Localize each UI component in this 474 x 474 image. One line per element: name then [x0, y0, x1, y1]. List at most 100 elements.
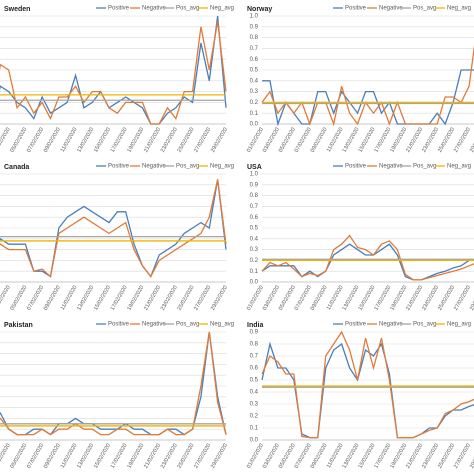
x-tick-label: 07/02/2020: [26, 443, 45, 470]
x-tick-label: 21/02/2020: [143, 285, 162, 312]
x-tick-label: 07/02/2020: [26, 285, 45, 312]
x-tick-label: 23/02/2020: [160, 285, 179, 312]
legend-label: Pos_avg: [176, 322, 199, 328]
y-tick-label: 0.1: [250, 111, 259, 117]
legend-label: Negative: [142, 164, 166, 170]
y-tick-label: 0.1: [250, 426, 259, 432]
x-tick-label: 11/02/2020: [60, 285, 79, 311]
y-tick-label: 0.6: [250, 57, 259, 63]
legend-label: Negative: [379, 164, 403, 170]
x-tick-label: 05/02/2020: [9, 443, 28, 470]
series-line: [261, 330, 474, 439]
series-line: [261, 44, 474, 127]
series-line: [0, 21, 227, 125]
legend-label: Pos_avg: [413, 164, 436, 170]
series-line: [0, 331, 227, 436]
chart-title: Sweden: [4, 6, 30, 13]
x-tick-label: 11/02/2020: [60, 443, 79, 469]
x-tick-label: 15/02/2020: [93, 285, 112, 312]
x-tick-label: 25/02/2020: [177, 285, 196, 312]
x-tick-label: 27/02/2020: [193, 443, 212, 470]
x-tick-label: 23/02/2020: [160, 127, 179, 154]
x-tick-label: 19/02/2020: [126, 285, 145, 312]
legend-label: Positive: [108, 322, 130, 328]
legend-label: Neg_avg: [447, 322, 471, 328]
y-tick-label: 0.7: [250, 204, 259, 210]
x-tick-label: 29/02/2020: [210, 127, 229, 154]
y-tick-label: 0.5: [250, 226, 259, 232]
y-tick-label: 0.7: [250, 46, 259, 52]
y-tick-label: 0.8: [250, 342, 259, 348]
x-tick-label: 09/02/2020: [43, 285, 62, 312]
series-line: [261, 341, 474, 439]
y-tick-label: 0.0: [250, 438, 259, 444]
legend-label: Neg_avg: [210, 164, 234, 170]
x-tick-label: 13/02/2020: [76, 127, 95, 154]
legend-label: Neg_avg: [210, 322, 234, 328]
x-tick-label: 21/02/2020: [143, 443, 162, 470]
legend-label: Neg_avg: [447, 164, 471, 170]
y-tick-label: 0.2: [250, 414, 259, 420]
y-tick-label: 0.9: [250, 330, 259, 336]
chart-title: USA: [247, 164, 262, 171]
chart-title: India: [247, 322, 263, 329]
legend-label: Positive: [108, 6, 130, 12]
x-tick-label: 21/02/2020: [143, 127, 162, 154]
y-tick-label: 0.3: [250, 402, 259, 408]
y-tick-label: 0.5: [250, 68, 259, 74]
x-tick-label: 17/02/2020: [110, 127, 129, 154]
legend-label: Negative: [142, 322, 166, 328]
x-tick-label: 23/02/2020: [160, 443, 179, 470]
legend-label: Positive: [345, 322, 367, 328]
legend-label: Positive: [345, 6, 367, 12]
y-tick-label: 0.3: [250, 247, 259, 253]
legend-label: Neg_avg: [447, 6, 471, 12]
y-tick-label: 0.2: [250, 100, 259, 106]
y-tick-label: 0.8: [250, 35, 259, 41]
legend-label: Negative: [379, 6, 403, 12]
chart-panel: Pakistan0.00.10.20.30.40.50.60.70.80.91.…: [0, 322, 234, 470]
x-tick-label: 13/02/2020: [76, 285, 95, 312]
y-tick-label: 0.0: [250, 122, 259, 128]
x-tick-label: 25/02/2020: [177, 443, 196, 470]
x-tick-label: 29/02/2020: [210, 443, 229, 470]
x-tick-label: 07/02/2020: [26, 127, 45, 154]
y-tick-label: 0.6: [250, 215, 259, 221]
series-line: [0, 179, 227, 278]
y-tick-label: 0.7: [250, 354, 259, 360]
y-tick-label: 0.4: [250, 236, 259, 242]
x-tick-label: 27/02/2020: [193, 127, 212, 154]
legend-label: Negative: [142, 6, 166, 12]
chart-panel: Canada0.00.10.20.30.40.50.60.70.80.91.00…: [0, 164, 234, 312]
chart-panel: Norway0.00.10.20.30.40.50.60.70.80.91.00…: [246, 6, 474, 154]
y-tick-label: 0.9: [250, 182, 259, 188]
x-tick-label: 27/02/2020: [193, 285, 212, 312]
x-tick-label: 17/02/2020: [110, 443, 129, 470]
series-line: [0, 331, 227, 436]
chart-panel: Sweden0.00.10.20.30.40.50.60.70.80.91.00…: [0, 6, 234, 154]
series-line: [261, 234, 474, 281]
chart-title: Pakistan: [4, 322, 33, 329]
y-tick-label: 0.4: [250, 78, 259, 84]
legend-label: Pos_avg: [413, 6, 436, 12]
x-tick-label: 19/02/2020: [126, 443, 145, 470]
chart-panel: USA0.00.10.20.30.40.50.60.70.80.91.001/0…: [246, 164, 474, 312]
y-tick-label: 0.5: [250, 378, 259, 384]
series-line: [262, 69, 474, 127]
x-tick-label: 09/02/2020: [43, 127, 62, 154]
x-tick-label: 11/02/2020: [60, 127, 79, 153]
legend-label: Negative: [379, 322, 403, 328]
y-tick-label: 0.3: [250, 89, 259, 95]
x-tick-label: 17/02/2020: [110, 285, 129, 312]
chart-title: Canada: [4, 164, 29, 171]
legend-label: Pos_avg: [176, 6, 199, 12]
legend-label: Pos_avg: [413, 322, 436, 328]
y-tick-label: 0.2: [250, 258, 259, 264]
x-tick-label: 15/02/2020: [93, 443, 112, 470]
y-tick-label: 0.9: [250, 24, 259, 30]
x-tick-label: 19/02/2020: [126, 127, 145, 154]
y-tick-label: 0.8: [250, 193, 259, 199]
legend-label: Positive: [345, 164, 367, 170]
x-tick-label: 15/02/2020: [93, 127, 112, 154]
